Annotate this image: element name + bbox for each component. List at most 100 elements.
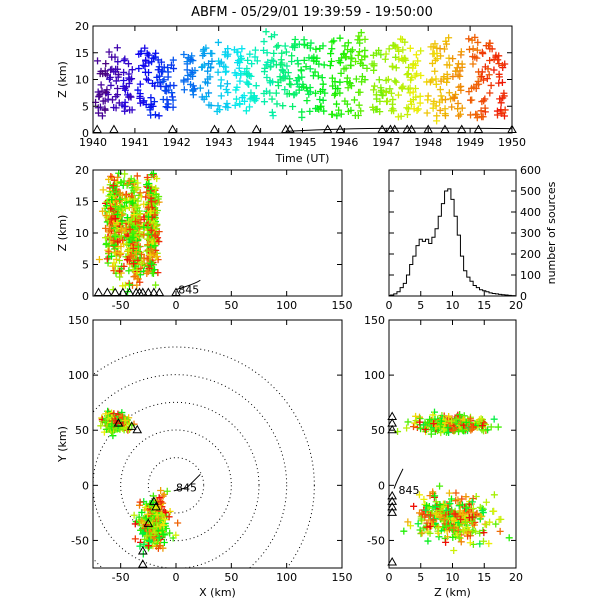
source-point — [284, 69, 292, 77]
source-point — [335, 106, 343, 114]
source-point — [422, 506, 430, 514]
source-point — [149, 79, 157, 87]
source-point — [456, 72, 464, 80]
source-point — [406, 44, 414, 52]
source-point — [318, 74, 326, 82]
source-point — [478, 422, 486, 430]
source-point — [102, 212, 110, 220]
source-point — [419, 421, 427, 429]
source-point — [172, 531, 180, 539]
source-point — [141, 68, 149, 76]
source-point — [435, 524, 443, 532]
source-point — [467, 111, 475, 119]
source-point — [348, 54, 356, 62]
source-point — [457, 48, 465, 56]
source-point — [469, 494, 477, 502]
plan-view-xtick-label: 100 — [276, 571, 297, 584]
source-point — [298, 73, 306, 81]
source-point — [243, 78, 251, 86]
source-point — [146, 186, 154, 194]
source-point — [149, 524, 157, 532]
source-point — [496, 95, 504, 103]
source-point — [337, 110, 345, 118]
source-point — [121, 205, 129, 213]
source-point — [330, 37, 338, 45]
source-point — [415, 491, 423, 499]
source-point — [107, 422, 115, 430]
ground-marker — [385, 124, 396, 133]
time-height-ylabel: Z (km) — [56, 61, 69, 98]
plan-view-annotation: 845 — [176, 482, 197, 495]
source-point — [403, 104, 411, 112]
source-point — [281, 74, 289, 82]
source-point — [437, 417, 445, 425]
source-point — [386, 85, 394, 93]
source-point — [312, 105, 320, 113]
source-point — [490, 55, 498, 63]
source-point — [427, 511, 435, 519]
source-point — [445, 489, 453, 497]
source-point — [213, 107, 221, 115]
x-height-ytick-label: 15 — [75, 196, 89, 209]
source-point — [151, 242, 159, 250]
source-point — [465, 88, 473, 96]
source-point — [473, 509, 481, 517]
source-point — [462, 504, 470, 512]
x-height-xtick-label: -50 — [112, 299, 130, 312]
source-point — [452, 415, 460, 423]
source-point — [263, 49, 271, 57]
source-point — [110, 259, 118, 267]
source-point — [410, 502, 418, 510]
source-point — [133, 241, 141, 249]
time-height-xtick-label: 1947 — [372, 136, 400, 149]
source-point — [217, 82, 225, 90]
source-point — [455, 428, 463, 436]
plan-view-ytick-label: 0 — [82, 479, 89, 492]
source-point — [354, 51, 362, 59]
z-y-xlabel: Z (km) — [434, 586, 471, 599]
source-point — [436, 507, 444, 515]
source-point — [485, 540, 493, 548]
source-point — [119, 236, 127, 244]
source-point — [268, 56, 276, 64]
source-point — [470, 83, 478, 91]
source-point — [217, 76, 225, 84]
ground-marker — [92, 124, 103, 133]
source-point — [131, 535, 139, 543]
source-point — [465, 35, 473, 43]
source-point — [389, 96, 397, 104]
source-point — [429, 43, 437, 51]
source-point — [143, 174, 151, 182]
ground-marker — [154, 287, 165, 296]
source-point — [143, 269, 151, 277]
source-point — [121, 281, 129, 289]
source-point — [416, 92, 424, 100]
source-point — [446, 500, 454, 508]
source-point — [130, 511, 138, 519]
source-point — [107, 192, 115, 200]
plan-view-ytick-label: 50 — [75, 424, 89, 437]
source-point — [128, 106, 136, 114]
histogram-ylabel: number of sources — [545, 181, 558, 284]
source-point — [431, 56, 439, 64]
source-point — [442, 522, 450, 530]
source-point — [355, 48, 363, 56]
source-point — [158, 526, 166, 534]
source-point — [120, 68, 128, 76]
source-point — [260, 46, 268, 54]
source-point — [399, 82, 407, 90]
source-point — [135, 50, 143, 58]
time-height-xtick-label: 1948 — [414, 136, 442, 149]
time-height-ytick-label: 5 — [82, 100, 89, 113]
source-point — [142, 500, 150, 508]
source-point — [222, 68, 230, 76]
source-point — [426, 415, 434, 423]
source-point — [126, 179, 134, 187]
source-point — [312, 45, 320, 53]
source-point — [143, 514, 151, 522]
source-point — [165, 513, 173, 521]
source-point — [445, 428, 453, 436]
source-point — [363, 64, 371, 72]
source-point — [126, 225, 134, 233]
z-y-ytick-label: 150 — [364, 314, 385, 327]
